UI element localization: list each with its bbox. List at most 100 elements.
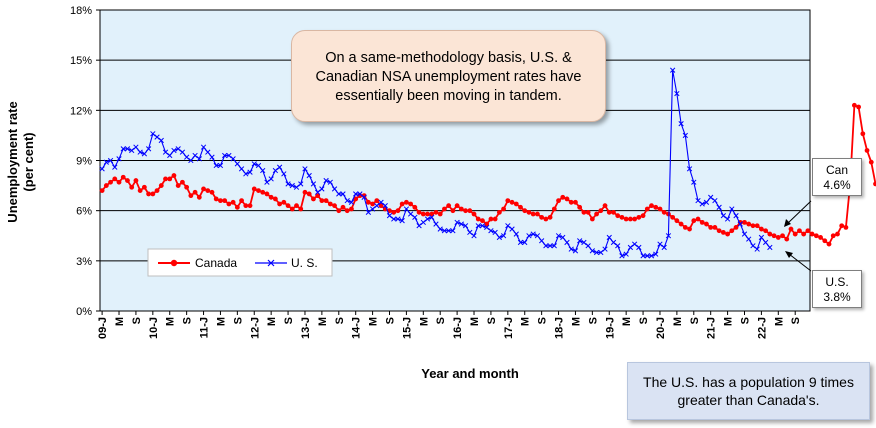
data-point <box>750 223 756 229</box>
data-point <box>780 233 785 239</box>
data-point <box>222 152 228 159</box>
data-point <box>691 218 697 224</box>
data-point <box>467 229 473 236</box>
data-point <box>298 181 304 187</box>
data-point <box>729 228 735 234</box>
data-point <box>196 194 202 200</box>
data-point <box>813 233 819 239</box>
data-point <box>763 228 769 234</box>
annotation-note-top: On a same-methodology basis, U.S. & Cana… <box>291 30 606 122</box>
data-point <box>488 228 494 234</box>
data-point <box>336 208 342 214</box>
data-point <box>442 206 447 212</box>
data-point <box>116 179 122 185</box>
data-point <box>272 196 278 202</box>
data-point <box>678 221 684 227</box>
data-point <box>585 243 591 249</box>
data-point <box>298 206 304 212</box>
data-point <box>154 134 160 140</box>
data-point <box>691 179 697 185</box>
data-point <box>268 194 274 200</box>
data-point <box>797 228 802 234</box>
x-axis-ticks: 09-J M S 10-J M S 11-J M S 12-J M S 13-J M S 14-J M S 15-J… <box>97 311 802 339</box>
data-point <box>441 228 448 234</box>
data-point <box>513 201 519 207</box>
data-point <box>450 228 456 234</box>
data-point <box>141 184 147 190</box>
data-point <box>424 216 431 222</box>
data-point <box>530 211 536 217</box>
data-point <box>873 181 876 187</box>
data-point <box>154 188 160 194</box>
data-point <box>310 181 317 187</box>
data-point <box>99 188 105 194</box>
data-point <box>606 234 612 241</box>
data-point <box>141 151 148 157</box>
data-point <box>585 209 591 215</box>
data-point <box>319 186 325 192</box>
x-tick-label: S <box>638 317 650 324</box>
data-point <box>471 233 477 239</box>
data-point <box>239 198 244 204</box>
data-point <box>708 224 714 230</box>
data-point <box>412 214 418 221</box>
data-point <box>369 206 376 212</box>
legend-canada-label: Canada <box>195 256 237 270</box>
data-point <box>539 214 545 220</box>
data-point <box>543 243 549 249</box>
data-point <box>255 162 262 169</box>
data-point <box>556 198 561 204</box>
x-tick-label: 18-J <box>554 317 566 339</box>
data-point <box>551 243 557 249</box>
data-point <box>737 221 743 227</box>
data-point <box>627 216 633 222</box>
data-point <box>336 191 342 197</box>
series-us <box>99 67 773 259</box>
data-point <box>610 239 617 246</box>
data-point <box>526 233 532 239</box>
data-point <box>661 244 667 251</box>
data-point <box>256 188 261 194</box>
data-point <box>365 199 371 205</box>
callout-canada: Can 4.6% <box>812 158 862 196</box>
data-point <box>146 191 152 197</box>
data-point <box>331 186 338 192</box>
data-point <box>669 67 676 73</box>
data-point <box>323 198 329 204</box>
data-point <box>183 154 190 160</box>
data-point <box>234 161 241 167</box>
data-point <box>687 226 692 232</box>
data-point <box>230 199 236 205</box>
data-point <box>264 191 270 197</box>
data-point <box>716 228 722 234</box>
data-point <box>450 208 456 214</box>
data-point <box>704 221 709 227</box>
data-point <box>196 156 202 162</box>
data-point <box>124 146 131 152</box>
data-point <box>547 214 553 220</box>
data-point <box>429 214 435 221</box>
data-point <box>158 137 164 144</box>
data-point <box>116 156 122 162</box>
data-point <box>547 243 553 249</box>
data-point <box>374 198 380 204</box>
data-point <box>602 246 608 252</box>
data-point <box>285 181 291 187</box>
data-point <box>602 203 608 209</box>
data-point <box>636 214 642 220</box>
data-point <box>137 188 143 194</box>
data-point <box>712 197 718 204</box>
data-point <box>433 209 439 215</box>
data-point <box>192 189 198 195</box>
data-point <box>484 221 490 227</box>
data-point <box>433 221 439 227</box>
data-point <box>741 231 748 237</box>
data-point <box>657 206 663 212</box>
data-point <box>636 244 642 251</box>
y-axis-title-line1: Unemployment rate <box>5 101 20 222</box>
x-tick-label: 10-J <box>148 317 160 339</box>
data-point <box>534 233 541 239</box>
data-point <box>598 249 604 256</box>
data-point <box>758 234 765 241</box>
x-tick-label: M <box>114 317 126 326</box>
